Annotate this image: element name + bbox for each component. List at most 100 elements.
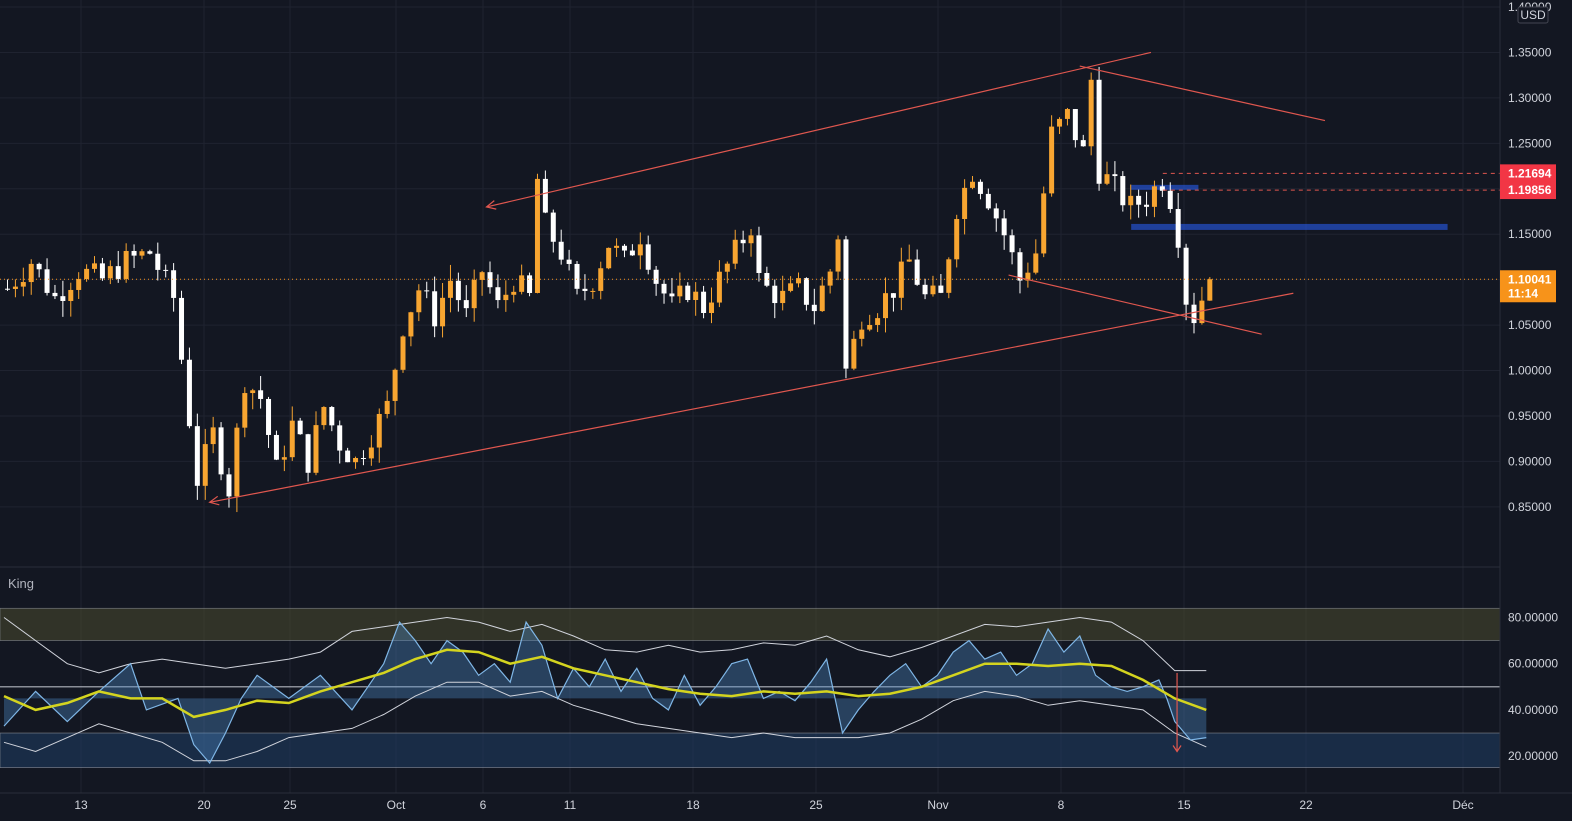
candle-body	[985, 193, 991, 209]
candle-body	[107, 266, 113, 279]
indicator-tick-label: 40.00000	[1508, 703, 1558, 717]
candle-body	[661, 283, 667, 294]
candle-body	[1049, 126, 1055, 194]
time-tick-label: 13	[74, 798, 88, 812]
candle-body	[574, 263, 580, 289]
candle-body	[653, 269, 659, 284]
price-badge-text: 1.21694	[1508, 166, 1552, 180]
candle-body	[1199, 300, 1205, 324]
candle-body	[883, 293, 889, 319]
candle-body	[1128, 195, 1134, 206]
price-tick-label: 1.30000	[1508, 91, 1552, 105]
trendline-arrow	[485, 200, 497, 210]
candle-body	[977, 181, 983, 194]
candle-body	[313, 425, 319, 473]
candle-body	[12, 286, 18, 289]
time-tick-label: 25	[809, 798, 823, 812]
candle-body	[606, 247, 612, 269]
indicator-tick-label: 20.00000	[1508, 749, 1558, 763]
candle-body	[542, 178, 548, 213]
price-tick-label: 0.95000	[1508, 409, 1552, 423]
candle-body	[534, 178, 540, 293]
candle-body	[155, 253, 161, 270]
candle-body	[131, 250, 137, 256]
candle-body	[360, 458, 366, 460]
candle-body	[566, 259, 572, 264]
trendline	[1079, 65, 1326, 122]
candle-body	[1072, 109, 1078, 141]
current-price-badge	[1500, 270, 1556, 303]
candle-body	[345, 450, 351, 463]
candle-body	[179, 297, 185, 360]
candle-body	[194, 426, 200, 486]
time-tick-label: 6	[480, 798, 487, 812]
candle-body	[68, 289, 74, 301]
time-axis-ticks: 13 20 25 Oct 6 11 18 25 Nov 8 15 22 Déc	[74, 798, 1473, 812]
candle-body	[250, 390, 256, 394]
candle-body	[392, 369, 398, 401]
candle-body	[614, 245, 620, 248]
candle-body	[756, 235, 762, 274]
candle-body	[503, 294, 509, 301]
candle-body	[147, 251, 153, 254]
drawings-trendlines[interactable]	[0, 51, 1500, 506]
candle-body	[772, 285, 778, 304]
candle-body	[1033, 253, 1039, 273]
candle-body	[171, 270, 177, 298]
time-tick-label: 20	[197, 798, 211, 812]
candle-body	[1112, 174, 1118, 177]
candle-body	[527, 275, 533, 293]
candle-body	[1191, 304, 1197, 324]
candle-body	[424, 290, 430, 292]
support-zone	[1131, 223, 1448, 230]
price-axis[interactable]	[1500, 0, 1572, 821]
candle-body	[84, 268, 90, 280]
current-price-text: 1.10041	[1508, 272, 1552, 286]
candle-body	[1001, 218, 1007, 236]
candle-body	[621, 245, 627, 251]
overbought-zone	[0, 607, 1501, 641]
time-tick-label: 8	[1058, 798, 1065, 812]
candle-body	[440, 297, 446, 327]
price-tick-label: 1.00000	[1508, 364, 1552, 378]
candle-body	[914, 259, 920, 285]
candle-body	[92, 263, 98, 269]
grid-lines	[0, 0, 1500, 793]
candle-body	[645, 244, 651, 270]
candle-body	[289, 420, 295, 458]
time-tick-label: Oct	[387, 798, 406, 812]
indicator-title[interactable]: King	[8, 576, 34, 591]
indicator-axis-ticks: 80.00000 60.00000 40.00000 20.00000	[1508, 610, 1558, 763]
candle-body	[1064, 109, 1070, 119]
candle-body	[732, 239, 738, 264]
price-tick-label: 1.25000	[1508, 136, 1552, 150]
candle-body	[471, 279, 477, 309]
candle-body	[796, 278, 801, 284]
candle-body	[329, 407, 335, 426]
candle-body	[922, 284, 928, 295]
time-tick-label: Déc	[1452, 798, 1473, 812]
candle-body	[210, 427, 216, 445]
indicator-tick-label: 80.00000	[1508, 610, 1558, 624]
candle-body	[202, 444, 208, 486]
candle-body	[123, 250, 129, 279]
price-tick-label: 1.35000	[1508, 45, 1552, 59]
time-tick-label: 18	[686, 798, 700, 812]
candle-body	[1175, 209, 1181, 248]
candle-body	[1096, 79, 1102, 184]
candle-body	[242, 393, 248, 428]
candle-body	[930, 285, 936, 295]
trendline	[486, 51, 1152, 208]
candle-body	[281, 457, 287, 460]
candle-body	[186, 359, 192, 427]
candle-body	[1151, 186, 1157, 207]
candle-body	[906, 259, 912, 262]
candle-body	[993, 208, 999, 219]
candle-body	[582, 288, 588, 291]
price-badge	[1500, 181, 1556, 200]
candle-body	[803, 278, 809, 305]
currency-label-box[interactable]	[1517, 6, 1549, 24]
candle-body	[511, 291, 517, 295]
candle-body	[1207, 279, 1213, 301]
